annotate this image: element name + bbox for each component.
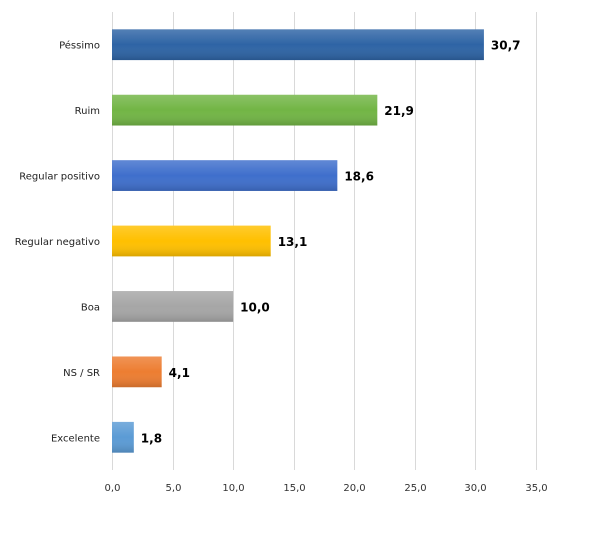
bar-shade-6 [112, 421, 134, 453]
x-tick-label: 30,0 [464, 483, 486, 494]
x-tick-label: 10,0 [222, 483, 244, 494]
labels: 0,0 5,0 10,0 15,0 20,0 25,0 30,0 35,0 Péssimo 30,… [15, 39, 548, 494]
x-tick-label: 5,0 [166, 483, 182, 494]
bar-shade-5 [112, 356, 162, 388]
data-label: 1,8 [141, 431, 162, 445]
bar-shade-3 [112, 225, 271, 257]
bar-shade-4 [112, 291, 234, 322]
x-tick-label: 20,0 [343, 483, 365, 494]
data-label: 13,1 [278, 235, 308, 249]
bar-shade-1 [112, 94, 378, 126]
category-label: Boa [81, 302, 100, 313]
category-label: Excelente [51, 433, 100, 444]
bar-shade-2 [112, 160, 338, 191]
category-label: NS / SR [63, 368, 100, 379]
x-tick-label: 15,0 [283, 483, 305, 494]
data-label: 30,7 [491, 39, 521, 53]
data-label: 21,9 [384, 104, 414, 118]
x-tick-label: 35,0 [525, 483, 547, 494]
x-tick-label: 0,0 [105, 483, 121, 494]
category-label: Ruim [75, 106, 100, 117]
category-label: Péssimo [59, 40, 100, 52]
category-label: Regular negativo [15, 237, 100, 248]
x-tick-label: 25,0 [404, 483, 426, 494]
data-label: 10,0 [240, 300, 270, 314]
bars [112, 29, 484, 453]
bar-shade-0 [112, 29, 484, 61]
data-label: 18,6 [344, 170, 374, 184]
data-label: 4,1 [169, 366, 190, 380]
category-label: Regular positivo [19, 172, 100, 183]
